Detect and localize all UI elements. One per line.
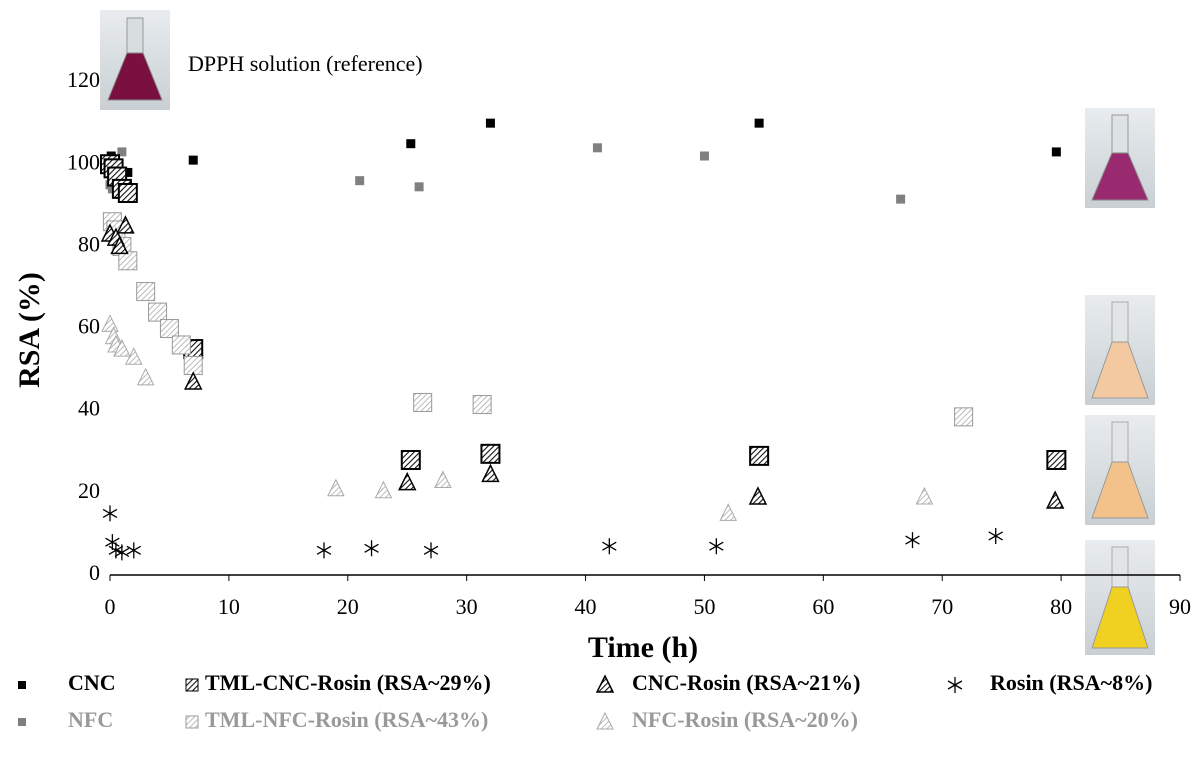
point (118, 251, 138, 271)
point (117, 182, 138, 203)
photo-rosin (1085, 540, 1155, 655)
y-tick-label: 0 (89, 560, 100, 585)
photo-reference (100, 10, 170, 110)
legend-entry: CNC (18, 670, 116, 695)
point (110, 235, 129, 255)
point (481, 463, 500, 483)
legend-entry: Rosin (RSA~8%) (947, 670, 1152, 695)
annotation: DPPH solution (reference) (188, 51, 423, 76)
point (327, 478, 345, 497)
point (316, 542, 332, 559)
point (602, 538, 617, 555)
point (748, 486, 768, 505)
x-tick-label: 40 (575, 594, 597, 619)
point (1051, 147, 1061, 157)
point (905, 532, 920, 549)
point (423, 542, 439, 559)
y-tick-label: 120 (67, 67, 100, 92)
point (101, 314, 119, 332)
legend-label: NFC-Rosin (RSA~20%) (632, 707, 858, 732)
y-axis-label: RSA (%) (13, 272, 46, 388)
point (355, 176, 365, 186)
point (485, 118, 495, 128)
point (480, 443, 501, 464)
legend-label: CNC-Rosin (RSA~21%) (632, 670, 860, 695)
point (105, 534, 120, 551)
point (406, 139, 416, 149)
point (117, 147, 127, 157)
y-tick-label: 20 (78, 478, 100, 503)
point (596, 711, 614, 730)
x-tick-label: 30 (456, 594, 478, 619)
point (364, 540, 379, 557)
photo-tml (1085, 295, 1155, 405)
point (709, 538, 724, 555)
point (947, 677, 963, 693)
legend-label: CNC (68, 670, 116, 695)
x-axis-label: Time (h) (588, 631, 698, 664)
x-tick-label: 90 (1169, 594, 1191, 619)
point (749, 445, 770, 466)
legend-entry: NFC (18, 707, 113, 732)
y-tick-label: 60 (78, 314, 100, 339)
point (398, 471, 417, 491)
point (719, 503, 738, 521)
point (400, 449, 421, 470)
legend-entry: TML-CNC-Rosin (RSA~29%) (185, 670, 491, 695)
y-tick-label: 100 (67, 149, 100, 174)
point (1045, 490, 1065, 509)
y-tick-label: 80 (78, 231, 100, 256)
photo-cnc (1085, 108, 1155, 208)
point (896, 194, 906, 204)
photo-rosin-cnc (1085, 415, 1155, 525)
point (102, 505, 118, 522)
point (123, 167, 133, 177)
legend-label: NFC (68, 707, 113, 732)
point (988, 527, 1003, 544)
point (171, 335, 191, 355)
point (136, 367, 155, 386)
point (124, 347, 143, 365)
x-tick-label: 50 (693, 594, 715, 619)
point (595, 674, 615, 693)
x-tick-label: 70 (931, 594, 953, 619)
point (592, 143, 602, 153)
point (18, 718, 26, 726)
point (472, 395, 492, 415)
legend-entry: NFC-Rosin (RSA~20%) (596, 707, 858, 732)
point (159, 319, 179, 339)
legend-label: TML-CNC-Rosin (RSA~29%) (205, 670, 491, 695)
legend-label: Rosin (RSA~8%) (990, 670, 1152, 695)
legend-entry: TML-NFC-Rosin (RSA~43%) (185, 707, 488, 732)
point (114, 544, 130, 561)
y-tick-label: 40 (78, 396, 100, 421)
point (185, 715, 199, 729)
legend-label: TML-NFC-Rosin (RSA~43%) (205, 707, 488, 732)
point (184, 371, 203, 390)
point (1046, 449, 1067, 470)
x-tick-label: 80 (1050, 594, 1072, 619)
point (116, 215, 135, 234)
point (413, 392, 433, 412)
point (754, 118, 764, 128)
point (915, 486, 934, 505)
x-tick-label: 0 (105, 594, 116, 619)
x-tick-label: 60 (812, 594, 834, 619)
legend-entry: CNC-Rosin (RSA~21%) (595, 670, 860, 695)
x-tick-label: 20 (337, 594, 359, 619)
point (414, 182, 424, 192)
point (185, 678, 199, 692)
x-tick-label: 10 (218, 594, 240, 619)
point (18, 681, 26, 689)
point (126, 542, 142, 559)
point (699, 151, 709, 161)
point (188, 155, 198, 165)
point (113, 338, 131, 357)
point (954, 407, 974, 427)
point (148, 302, 168, 322)
point (434, 470, 452, 489)
point (374, 480, 393, 499)
point (136, 282, 156, 302)
